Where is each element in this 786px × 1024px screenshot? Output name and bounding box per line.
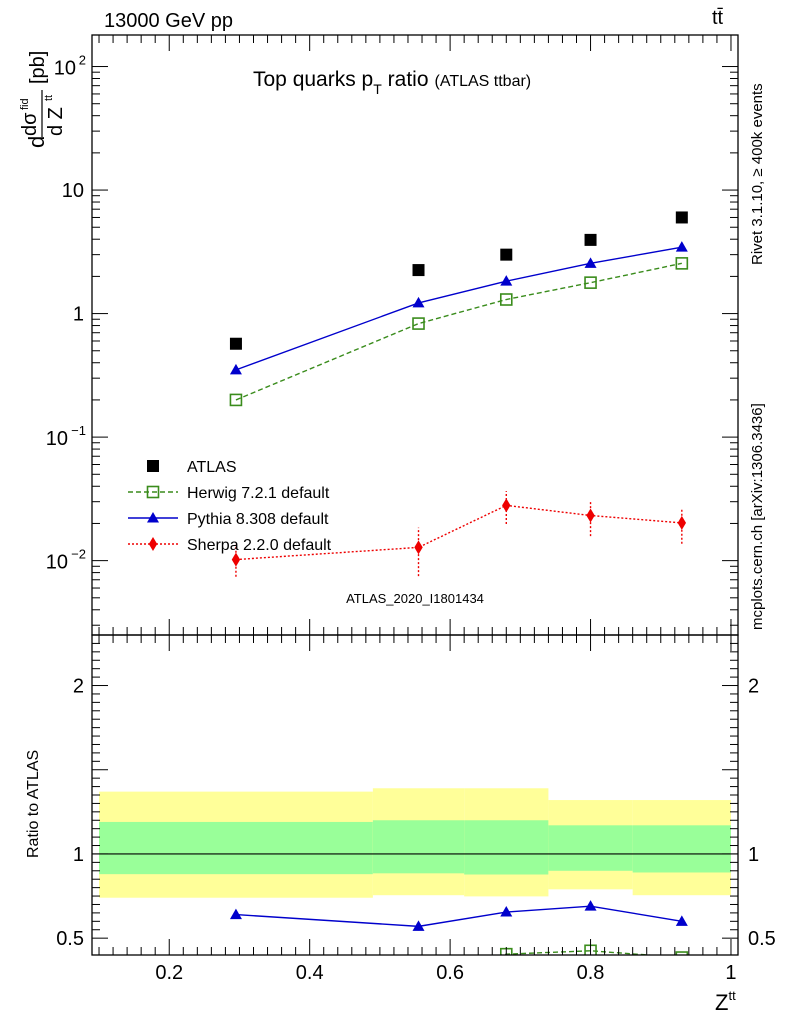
band-green-2 [464, 820, 549, 875]
xlabel-main: Z [715, 990, 728, 1015]
header-left: 13000 GeV pp [104, 10, 233, 32]
main-point-0-0 [229, 337, 242, 350]
main-point-0-4 [675, 211, 688, 224]
legend: ATLAS Herwig 7.2.1 default Pythia 8.308 de… [128, 459, 332, 554]
ylabel-unit: [pb] [27, 51, 49, 84]
header-right: tt̄ [712, 7, 724, 29]
ratio-xtick-label: 1 [725, 962, 736, 984]
main-point-2-3 [584, 257, 597, 268]
main-point-0-1 [412, 264, 425, 277]
ratio-point-0-4 [675, 915, 688, 926]
ratio-ytick-label-right: 1 [748, 844, 759, 866]
main-line-2 [235, 246, 682, 371]
ratio-xtick-label: 0.8 [577, 962, 605, 984]
side-label-rivet: Rivet 3.1.10, ≥ 400k events [749, 83, 766, 265]
band-green-3 [548, 825, 633, 871]
main-point-1-3 [584, 276, 597, 289]
ratio-ytick-label-right: 0.5 [748, 928, 776, 950]
main-ylabel: ddσ fid d Z tt [pb] [19, 51, 67, 148]
legend-marker-3 [148, 537, 158, 551]
main-point-3-0 [231, 552, 241, 567]
ratio-point-1-3 [675, 951, 689, 955]
main-plot-series [229, 211, 689, 577]
main-point-0-3 [584, 233, 597, 246]
main-ytick-label-exp: −1 [71, 423, 86, 438]
ratio-point-0-3 [584, 900, 597, 911]
xlabel-sup: tt [728, 988, 736, 1003]
chart-title-rest: ratio [382, 68, 429, 91]
legend-marker-2 [147, 512, 159, 523]
ratio-ytick-label: 1 [73, 844, 84, 866]
ylabel-dsigma: dσ [19, 112, 41, 136]
band-green-0 [99, 821, 373, 875]
main-point-1-1 [412, 317, 425, 330]
chart-titles: Top quarks pT ratio (ATLAS ttbar) ddσ fid d … [19, 51, 766, 1015]
main-point-2-0 [229, 363, 242, 375]
ratio-xtick-label: 0.2 [155, 962, 183, 984]
ratio-ytick-label: 2 [73, 676, 84, 698]
main-line-1 [235, 262, 682, 401]
main-point-3-4 [677, 515, 687, 530]
band-green-1 [372, 820, 465, 874]
main-ytick-label: 1 [73, 304, 84, 326]
main-point-3-1 [414, 540, 423, 555]
ratio-uncertainty-bands [99, 788, 731, 898]
chart-title-sub: T [373, 81, 382, 97]
main-point-3-2 [502, 498, 511, 513]
ratio-ytick-label: 0.5 [56, 928, 84, 950]
ratio-ylabel: Ratio to ATLAS [25, 750, 42, 858]
main-ytick-label: 10 [54, 58, 76, 80]
main-ytick-label-exp: −2 [71, 547, 86, 562]
main-point-0-2 [500, 248, 513, 261]
main-ytick-label: 10 [62, 180, 84, 202]
legend-label-0: ATLAS [187, 459, 237, 476]
legend-marker-0 [147, 460, 159, 472]
ratio-xtick-label: 0.6 [436, 962, 464, 984]
main-point-2-2 [500, 275, 513, 286]
ylabel-dz: d Z [45, 107, 67, 136]
legend-label-2: Pythia 8.308 default [187, 511, 329, 528]
band-green-4 [632, 825, 731, 873]
main-point-1-2 [499, 293, 513, 306]
main-ytick-label: 10 [46, 428, 68, 450]
ratio-point-0-2 [500, 906, 513, 917]
chart-title-main: Top quarks p [253, 68, 373, 91]
ratio-line-0 [235, 905, 682, 928]
legend-label-3: Sherpa 2.2.0 default [187, 537, 332, 554]
legend-label-1: Herwig 7.2.1 default [187, 485, 330, 502]
ratio-point-0-0 [229, 908, 242, 920]
axis-ticks [92, 35, 738, 955]
ylabel-d: d [24, 136, 49, 148]
main-point-1-0 [229, 393, 243, 407]
main-ytick-label: 10 [46, 552, 68, 574]
ylabel-tt: tt [43, 95, 55, 101]
watermark: ATLAS_2020_I1801434 [346, 591, 484, 606]
main-point-3-3 [586, 508, 595, 523]
chart-title: Top quarks pT ratio (ATLAS ttbar) [253, 68, 531, 97]
main-ytick-label-exp: 2 [79, 53, 86, 68]
side-label-mcplots: mcplots.cern.ch [arXiv:1306.3436] [749, 403, 766, 630]
main-point-2-4 [675, 241, 688, 252]
ratio-point-0-1 [412, 920, 425, 931]
xlabel: Ztt [715, 988, 736, 1015]
legend-marker-1 [146, 485, 160, 499]
chart-title-small: (ATLAS ttbar) [435, 73, 532, 90]
ratio-xtick-label: 0.4 [296, 962, 324, 984]
ylabel-fid: fid [19, 98, 31, 110]
main-point-2-1 [412, 296, 425, 308]
main-point-1-4 [675, 257, 689, 270]
ratio-ytick-label-right: 2 [748, 676, 759, 698]
